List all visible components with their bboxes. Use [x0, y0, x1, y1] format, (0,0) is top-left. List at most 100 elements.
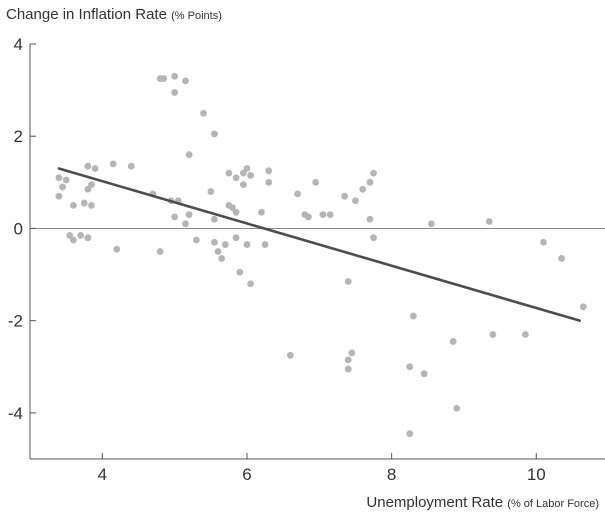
x-axis-label: Unemployment Rate	[366, 494, 504, 511]
data-point	[77, 231, 85, 239]
data-point	[348, 349, 356, 357]
data-point	[319, 211, 327, 219]
data-point	[59, 183, 66, 191]
data-point	[341, 192, 349, 200]
data-point	[294, 190, 302, 198]
data-point	[156, 248, 164, 255]
data-point	[579, 303, 587, 311]
data-point	[69, 236, 77, 244]
data-point	[160, 75, 168, 82]
data-point	[192, 236, 200, 244]
data-point	[80, 199, 88, 207]
data-point	[312, 178, 320, 186]
data-point	[453, 404, 461, 412]
data-point	[84, 234, 92, 242]
data-point	[489, 331, 497, 338]
data-point	[88, 201, 95, 209]
trend-line	[57, 167, 581, 322]
data-point	[84, 185, 92, 193]
y-tick-label: 2	[14, 127, 23, 146]
data-point	[366, 215, 374, 223]
data-point	[221, 241, 229, 248]
x-axis-unit: (% of Labor Force)	[507, 498, 599, 510]
data-point	[182, 77, 189, 85]
data-point	[232, 174, 240, 182]
y-axis-unit: (% Points)	[171, 10, 222, 22]
data-point	[261, 241, 269, 248]
data-point	[485, 218, 493, 225]
data-point	[239, 169, 247, 177]
data-point	[265, 178, 273, 186]
data-point	[218, 255, 226, 262]
data-point	[236, 268, 244, 276]
data-point	[326, 211, 334, 219]
data-point	[243, 241, 251, 248]
data-point	[232, 208, 240, 216]
data-point	[370, 234, 377, 242]
data-point	[366, 178, 374, 186]
data-point	[540, 238, 547, 246]
data-point	[258, 208, 265, 216]
data-point	[243, 165, 251, 172]
data-point	[69, 201, 77, 209]
data-point	[522, 331, 529, 338]
data-point	[420, 370, 428, 378]
data-point	[265, 167, 273, 175]
data-point	[171, 72, 179, 80]
y-axis-title: Change in Inflation Rate (% Points)	[6, 6, 222, 23]
data-point	[182, 220, 189, 228]
y-tick-label: -4	[8, 404, 23, 423]
data-point	[91, 165, 99, 172]
data-point	[200, 109, 207, 117]
data-point	[370, 169, 377, 177]
x-tick-label: 10	[527, 465, 546, 484]
data-point	[185, 151, 193, 159]
data-point	[352, 197, 359, 205]
x-tick-label: 8	[387, 465, 396, 484]
data-point	[409, 312, 417, 320]
data-point	[232, 234, 240, 242]
data-point	[113, 245, 121, 253]
data-point	[62, 176, 70, 184]
data-point	[127, 162, 135, 170]
data-point	[211, 215, 218, 223]
data-point	[66, 231, 74, 239]
data-point	[558, 255, 566, 262]
data-point	[247, 280, 254, 288]
data-point	[214, 248, 222, 255]
data-point	[225, 169, 233, 177]
data-point	[211, 238, 218, 246]
data-point	[211, 130, 218, 138]
data-point	[207, 188, 215, 195]
x-tick-label: 6	[242, 465, 251, 484]
data-point	[185, 211, 193, 219]
y-tick-label: 4	[14, 35, 23, 54]
x-tick-label: 4	[98, 465, 107, 484]
data-point	[344, 356, 352, 364]
data-point	[359, 185, 367, 193]
data-point	[55, 192, 63, 200]
data-point	[406, 363, 414, 371]
data-point	[247, 172, 254, 179]
data-point	[84, 162, 92, 170]
data-point	[55, 174, 63, 182]
data-point	[344, 365, 352, 373]
data-point	[449, 338, 457, 345]
data-point	[428, 220, 435, 228]
data-point	[171, 89, 179, 96]
data-point	[406, 430, 414, 438]
data-point	[286, 351, 294, 359]
data-point	[229, 204, 236, 212]
data-point	[305, 213, 312, 221]
data-point	[239, 181, 247, 189]
data-point	[171, 213, 179, 221]
data-point	[109, 160, 117, 168]
data-point	[88, 181, 95, 189]
y-axis-label: Change in Inflation Rate	[6, 6, 167, 23]
data-point	[344, 278, 352, 285]
y-tick-label: -2	[8, 312, 23, 331]
y-tick-label: 0	[14, 219, 23, 238]
x-axis-title: Unemployment Rate (% of Labor Force)	[366, 494, 599, 511]
